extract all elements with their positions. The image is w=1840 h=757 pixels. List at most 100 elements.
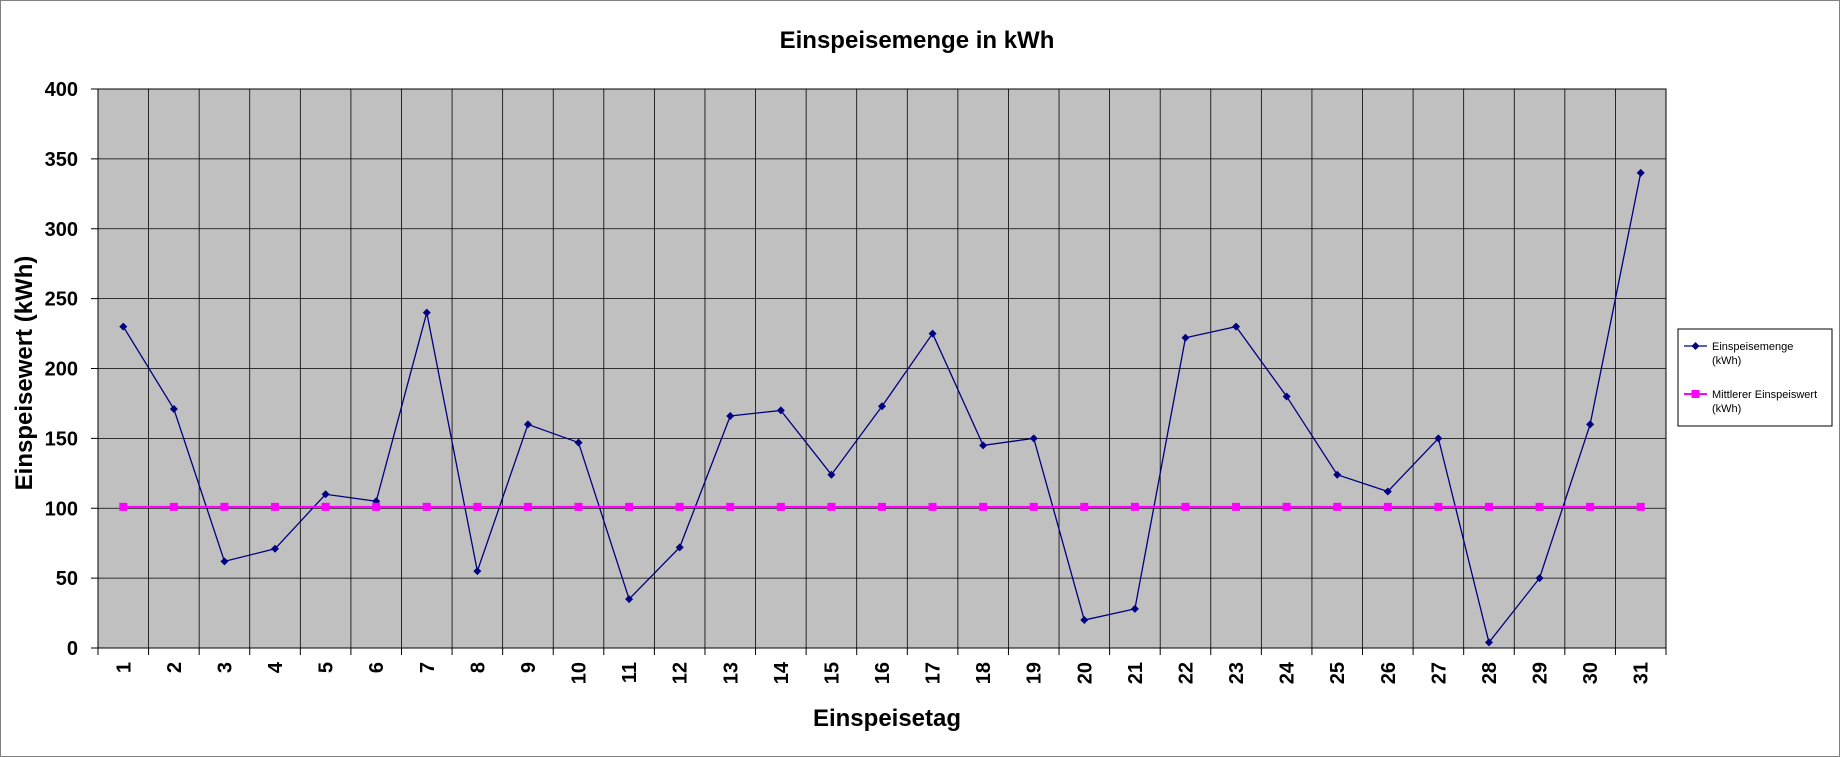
x-tick-label: 24 xyxy=(1277,661,1299,684)
data-point xyxy=(1080,616,1089,625)
series-mittlerer-einspeiswert xyxy=(119,502,1645,511)
x-tick-label: 16 xyxy=(872,662,894,684)
x-tick-label: 27 xyxy=(1428,662,1450,684)
data-point xyxy=(1586,502,1595,511)
data-point xyxy=(726,502,735,511)
data-point xyxy=(979,441,988,450)
data-point xyxy=(1282,392,1291,401)
series-layer xyxy=(119,168,1645,647)
legend-label: (kWh) xyxy=(1712,403,1741,415)
y-axis-label: Einspeisewert (kWh) xyxy=(11,256,38,491)
data-point xyxy=(928,329,937,338)
x-tick-label: 28 xyxy=(1479,662,1501,684)
x-tick-label: 2 xyxy=(164,662,186,673)
data-point xyxy=(1029,434,1038,443)
data-point xyxy=(321,502,330,511)
data-point xyxy=(119,322,128,331)
data-point xyxy=(220,502,229,511)
data-point xyxy=(169,502,178,511)
legend-entry: Mittlerer Einspeiswert (kWh) xyxy=(1684,389,1817,415)
data-point xyxy=(827,470,836,479)
data-point xyxy=(625,502,634,511)
x-tick-label: 9 xyxy=(518,662,540,673)
data-point xyxy=(523,420,532,429)
x-tick-label: 15 xyxy=(821,662,843,684)
data-point xyxy=(726,412,735,421)
legend-marker xyxy=(1691,342,1700,350)
data-point xyxy=(1383,502,1392,511)
data-point xyxy=(1434,434,1443,443)
x-tick-label: 10 xyxy=(569,662,591,684)
data-point xyxy=(1484,502,1493,511)
data-point xyxy=(625,595,634,604)
data-point xyxy=(1181,333,1190,342)
data-point xyxy=(878,402,886,411)
data-point xyxy=(271,502,280,511)
data-point xyxy=(1636,502,1645,511)
data-point xyxy=(675,502,684,511)
y-tick-label: 400 xyxy=(45,79,78,101)
data-point xyxy=(1029,502,1038,511)
data-point xyxy=(1080,502,1089,511)
data-point xyxy=(1333,470,1342,479)
data-point xyxy=(1636,168,1645,177)
y-tick-label: 350 xyxy=(45,149,78,171)
x-tick-label: 26 xyxy=(1378,662,1400,684)
y-tick-label: 100 xyxy=(45,498,78,520)
data-point xyxy=(878,502,886,511)
x-tick-label: 11 xyxy=(619,662,641,683)
data-point xyxy=(169,405,178,414)
legend-label: Mittlerer Einspeiswert xyxy=(1712,389,1817,401)
data-point xyxy=(119,502,128,511)
chart-title: Einspeisemenge in kWh xyxy=(780,27,1055,54)
data-point xyxy=(523,502,532,511)
x-tick-label: 31 xyxy=(1631,662,1653,684)
data-point xyxy=(422,502,431,511)
x-tick-label: 20 xyxy=(1074,662,1096,684)
x-tick-label: 12 xyxy=(670,662,692,684)
series-einspeisemenge xyxy=(119,168,1645,647)
x-tick-label: 17 xyxy=(923,662,945,684)
data-point xyxy=(321,490,330,499)
data-point xyxy=(1383,487,1392,496)
data-point xyxy=(220,557,229,566)
data-point xyxy=(271,544,280,553)
x-tick-label: 1 xyxy=(113,662,135,673)
data-point xyxy=(1333,502,1342,511)
x-tick-label: 29 xyxy=(1530,662,1552,684)
x-tick-label: 8 xyxy=(467,662,489,673)
data-point xyxy=(422,308,431,317)
plot-border xyxy=(97,88,1667,649)
data-point xyxy=(827,502,836,511)
data-point xyxy=(574,502,583,511)
axes xyxy=(97,88,1667,649)
data-point xyxy=(574,438,583,447)
x-tick-label: 4 xyxy=(265,661,287,673)
data-point xyxy=(473,567,482,576)
data-point xyxy=(1586,420,1595,429)
x-tick-label: 13 xyxy=(720,662,742,684)
y-tick-label: 150 xyxy=(45,428,78,450)
legend: Einspeisemenge(kWh)Mittlerer Einspeiswer… xyxy=(1677,328,1833,427)
legend-box xyxy=(1677,328,1833,427)
data-point xyxy=(1484,638,1493,647)
y-tick-label: 200 xyxy=(45,359,78,381)
data-point xyxy=(1232,502,1241,511)
x-tick-label: 22 xyxy=(1175,662,1197,684)
x-tick-label: 3 xyxy=(214,662,236,673)
x-tick-labels: 1 2 3 4 5 6 7 8 9 10 11 12 13 14 15 16 17 18 19 20 21 22 23 24 2… xyxy=(97,648,1667,684)
y-tick-label: 0 xyxy=(67,638,78,660)
data-point xyxy=(1130,604,1139,613)
data-point xyxy=(1535,574,1544,583)
data-point xyxy=(979,502,988,511)
legend-entry: Einspeisemenge (kWh) xyxy=(1684,341,1793,367)
data-point xyxy=(1282,502,1291,511)
legend-label: Einspeisemenge xyxy=(1712,341,1793,353)
data-point xyxy=(776,502,785,511)
data-point xyxy=(675,543,684,552)
legend-label: (kWh) xyxy=(1712,355,1741,367)
x-tick-label: 18 xyxy=(973,662,995,684)
y-tick-label: 250 xyxy=(45,289,78,311)
x-tick-label: 5 xyxy=(316,662,338,673)
